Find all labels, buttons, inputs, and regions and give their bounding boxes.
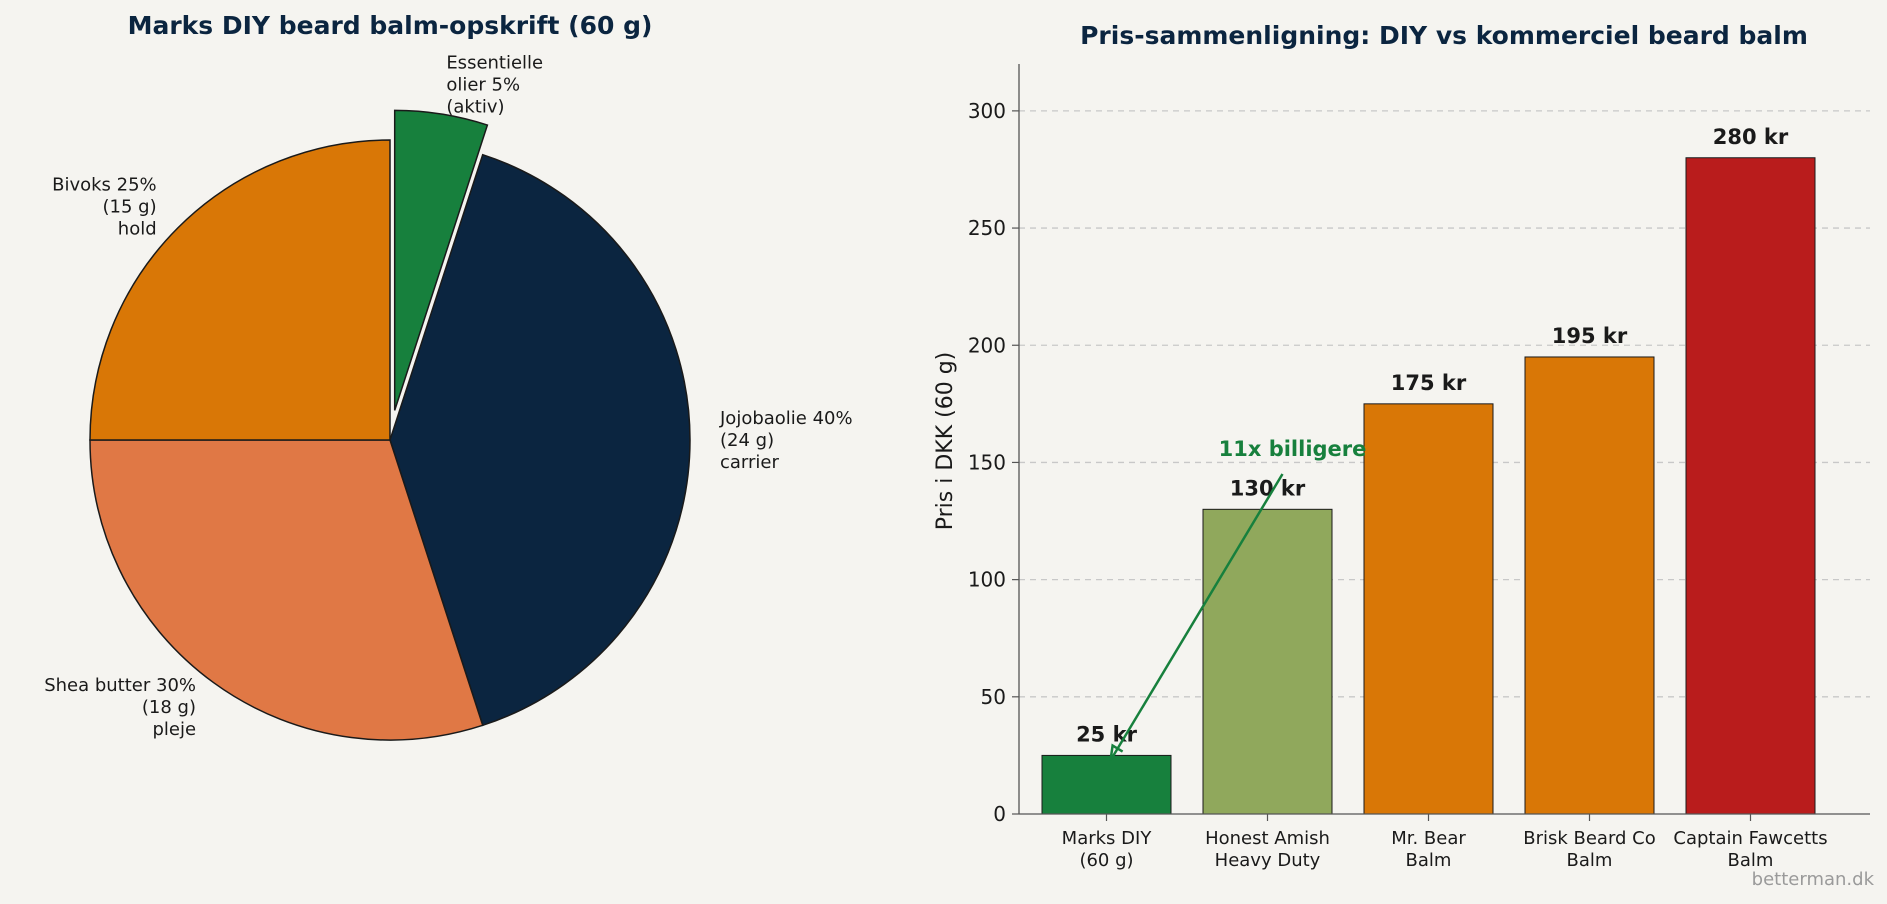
y-tick-label: 0 bbox=[993, 802, 1006, 826]
pie-slice-essentielle-olier bbox=[393, 109, 489, 411]
bar-value-label: 280 kr bbox=[1713, 125, 1789, 149]
bar-brisk-beard-co-balm bbox=[1524, 356, 1655, 815]
x-tick-label: Honest Amish Heavy Duty bbox=[1205, 828, 1330, 871]
pie-label-essentielle-olier: Essentielle olier 5% (aktiv) bbox=[446, 52, 543, 117]
annotation-arrow bbox=[1109, 473, 1284, 762]
annotation-arrowhead bbox=[1109, 743, 1124, 761]
pie-slice-bivoks bbox=[89, 139, 391, 441]
pie-slice-jojobaolie bbox=[389, 153, 691, 727]
y-axis-title: Pris i DKK (60 g) bbox=[933, 352, 958, 531]
bar-axes bbox=[1018, 64, 1870, 815]
pie-label-jojobaolie: Jojobaolie 40% (24 g) carrier bbox=[719, 408, 853, 473]
bar-value-label: 175 kr bbox=[1391, 371, 1467, 395]
x-tick-label: Brisk Beard Co Balm bbox=[1523, 828, 1656, 871]
y-tick-label: 50 bbox=[981, 685, 1006, 709]
y-tick-label: 150 bbox=[968, 450, 1006, 474]
x-axis-ticks: Marks DIY (60 g) Honest Amish Heavy Duty Mr.… bbox=[1062, 814, 1828, 871]
y-tick-label: 300 bbox=[968, 99, 1006, 123]
watermark: betterman.dk bbox=[1752, 869, 1875, 890]
bar-chart-title: Pris-sammenligning: DIY vs kommerciel be… bbox=[1080, 21, 1808, 50]
pie-slices bbox=[89, 109, 691, 741]
pie-chart-title: Marks DIY beard balm-opskrift (60 g) bbox=[128, 11, 653, 40]
y-tick-label: 250 bbox=[968, 216, 1006, 240]
y-tick-label: 200 bbox=[968, 333, 1006, 357]
bar-bars bbox=[1041, 157, 1816, 815]
bar-honest-amish-heavy-duty bbox=[1202, 508, 1333, 815]
bar-chart-panel: Pris-sammenligning: DIY vs kommerciel be… bbox=[933, 21, 1870, 871]
annotation-text: 11x billigere bbox=[1219, 437, 1367, 461]
y-tick-label: 100 bbox=[968, 568, 1006, 592]
bar-captain-fawcetts-balm bbox=[1685, 157, 1816, 815]
pie-labels: Essentielle olier 5% (aktiv) Jojobaolie 40%… bbox=[44, 52, 852, 740]
x-tick-label: Captain Fawcetts Balm bbox=[1673, 828, 1827, 871]
pie-chart-panel: Marks DIY beard balm-opskrift (60 g) Ess… bbox=[44, 11, 853, 741]
bar-value-label: 25 kr bbox=[1076, 722, 1138, 746]
x-tick-label: Mr. Bear Balm bbox=[1391, 828, 1466, 871]
pie-label-shea-butter: Shea butter 30% (18 g) pleje bbox=[44, 675, 196, 740]
savings-annotation: 11x billigere bbox=[1109, 437, 1367, 762]
bar-marks-diy-60-g bbox=[1041, 754, 1172, 815]
bar-value-label: 195 kr bbox=[1552, 324, 1628, 348]
bar-mr-bear-balm bbox=[1363, 403, 1494, 815]
pie-slice-shea-butter bbox=[89, 439, 484, 741]
x-tick-label: Marks DIY (60 g) bbox=[1062, 828, 1153, 871]
pie-label-bivoks: Bivoks 25% (15 g) hold bbox=[52, 175, 157, 240]
y-axis-ticks: 0 50 100 150 200 250 300 bbox=[968, 99, 1019, 826]
